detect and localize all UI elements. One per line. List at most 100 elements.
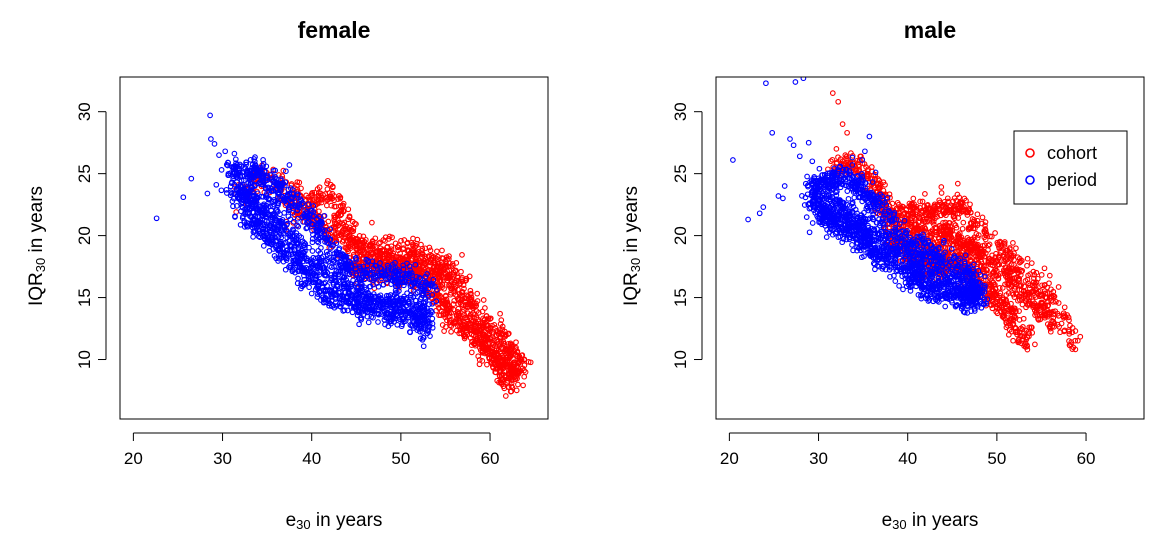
point-cohort bbox=[458, 268, 464, 275]
point-period bbox=[264, 175, 271, 181]
point-period bbox=[406, 329, 413, 335]
point-period bbox=[326, 237, 333, 243]
point-period bbox=[340, 298, 347, 305]
point-period bbox=[382, 314, 389, 321]
point-period bbox=[406, 300, 412, 307]
point-cohort bbox=[315, 200, 322, 207]
x-axis-label-rest: in years bbox=[907, 510, 979, 531]
point-period bbox=[336, 245, 343, 252]
point-period bbox=[404, 260, 410, 267]
point-cohort bbox=[971, 217, 978, 223]
point-cohort bbox=[1027, 271, 1034, 277]
point-cohort bbox=[434, 279, 441, 286]
point-period bbox=[355, 299, 361, 306]
point-cohort bbox=[1046, 272, 1053, 279]
point-cohort bbox=[1010, 240, 1016, 246]
point-cohort bbox=[469, 338, 475, 345]
point-cohort bbox=[465, 310, 471, 317]
point-cohort bbox=[1024, 262, 1030, 269]
point-cohort bbox=[450, 262, 456, 269]
point-cohort bbox=[1056, 323, 1062, 330]
point-period bbox=[244, 198, 251, 204]
point-period bbox=[413, 297, 419, 304]
point-cohort bbox=[834, 159, 840, 166]
point-period bbox=[420, 279, 426, 286]
point-cohort bbox=[338, 211, 345, 218]
point-cohort bbox=[480, 325, 486, 331]
point-period bbox=[429, 315, 436, 322]
point-cohort bbox=[477, 330, 484, 336]
point-period bbox=[292, 269, 298, 276]
point-period bbox=[228, 190, 235, 197]
point-cohort bbox=[1066, 331, 1073, 337]
point-cohort bbox=[428, 259, 434, 266]
point-period bbox=[428, 308, 434, 314]
point-period bbox=[274, 246, 281, 253]
point-cohort bbox=[1051, 293, 1058, 300]
series-period bbox=[153, 112, 440, 350]
point-cohort bbox=[1072, 337, 1079, 344]
point-period bbox=[222, 148, 229, 155]
point-cohort bbox=[1029, 282, 1036, 289]
point-period bbox=[306, 284, 312, 291]
point-period bbox=[388, 281, 394, 287]
point-cohort bbox=[924, 202, 931, 208]
point-period bbox=[400, 275, 406, 282]
point-period bbox=[232, 156, 239, 163]
point-period bbox=[418, 294, 425, 301]
point-cohort bbox=[453, 327, 460, 334]
point-period bbox=[260, 157, 266, 163]
point-period bbox=[366, 283, 373, 290]
point-period bbox=[250, 234, 256, 240]
point-cohort bbox=[443, 292, 449, 299]
point-cohort bbox=[440, 298, 447, 304]
point-period bbox=[258, 193, 265, 200]
point-period bbox=[250, 193, 257, 199]
point-period bbox=[341, 253, 347, 260]
point-cohort bbox=[998, 242, 1005, 248]
point-cohort bbox=[335, 230, 342, 236]
point-cohort bbox=[932, 211, 939, 217]
point-period bbox=[299, 268, 305, 275]
point-period bbox=[387, 303, 393, 309]
point-period bbox=[320, 296, 327, 303]
point-period bbox=[400, 266, 407, 272]
point-period bbox=[301, 213, 307, 220]
point-cohort bbox=[337, 212, 344, 219]
point-cohort bbox=[954, 180, 961, 187]
point-cohort bbox=[348, 226, 355, 233]
point-period bbox=[315, 285, 321, 292]
point-period bbox=[359, 267, 365, 274]
point-cohort bbox=[938, 184, 945, 190]
point-cohort bbox=[1066, 328, 1073, 335]
point-cohort bbox=[439, 247, 445, 254]
point-cohort bbox=[511, 359, 517, 366]
point-period bbox=[347, 296, 354, 302]
point-period bbox=[352, 265, 359, 272]
point-period bbox=[246, 206, 253, 213]
point-cohort bbox=[368, 251, 375, 258]
point-period bbox=[406, 270, 413, 276]
point-period bbox=[267, 203, 273, 210]
point-period bbox=[233, 203, 240, 209]
point-period bbox=[269, 234, 275, 241]
point-cohort bbox=[982, 219, 989, 225]
point-cohort bbox=[1067, 322, 1073, 329]
point-period bbox=[407, 292, 414, 299]
point-cohort bbox=[979, 214, 986, 221]
point-period bbox=[270, 203, 276, 210]
point-cohort bbox=[1050, 299, 1056, 305]
point-cohort bbox=[513, 387, 520, 394]
point-cohort bbox=[456, 318, 463, 324]
point-cohort bbox=[381, 251, 388, 258]
point-cohort bbox=[454, 296, 461, 302]
point-period bbox=[422, 273, 429, 280]
point-cohort bbox=[923, 212, 929, 218]
point-cohort bbox=[505, 371, 512, 378]
point-period bbox=[225, 172, 232, 179]
point-cohort bbox=[455, 310, 462, 317]
point-cohort bbox=[324, 177, 331, 184]
point-period bbox=[356, 321, 362, 328]
point-period bbox=[282, 266, 289, 273]
point-period bbox=[327, 226, 333, 233]
